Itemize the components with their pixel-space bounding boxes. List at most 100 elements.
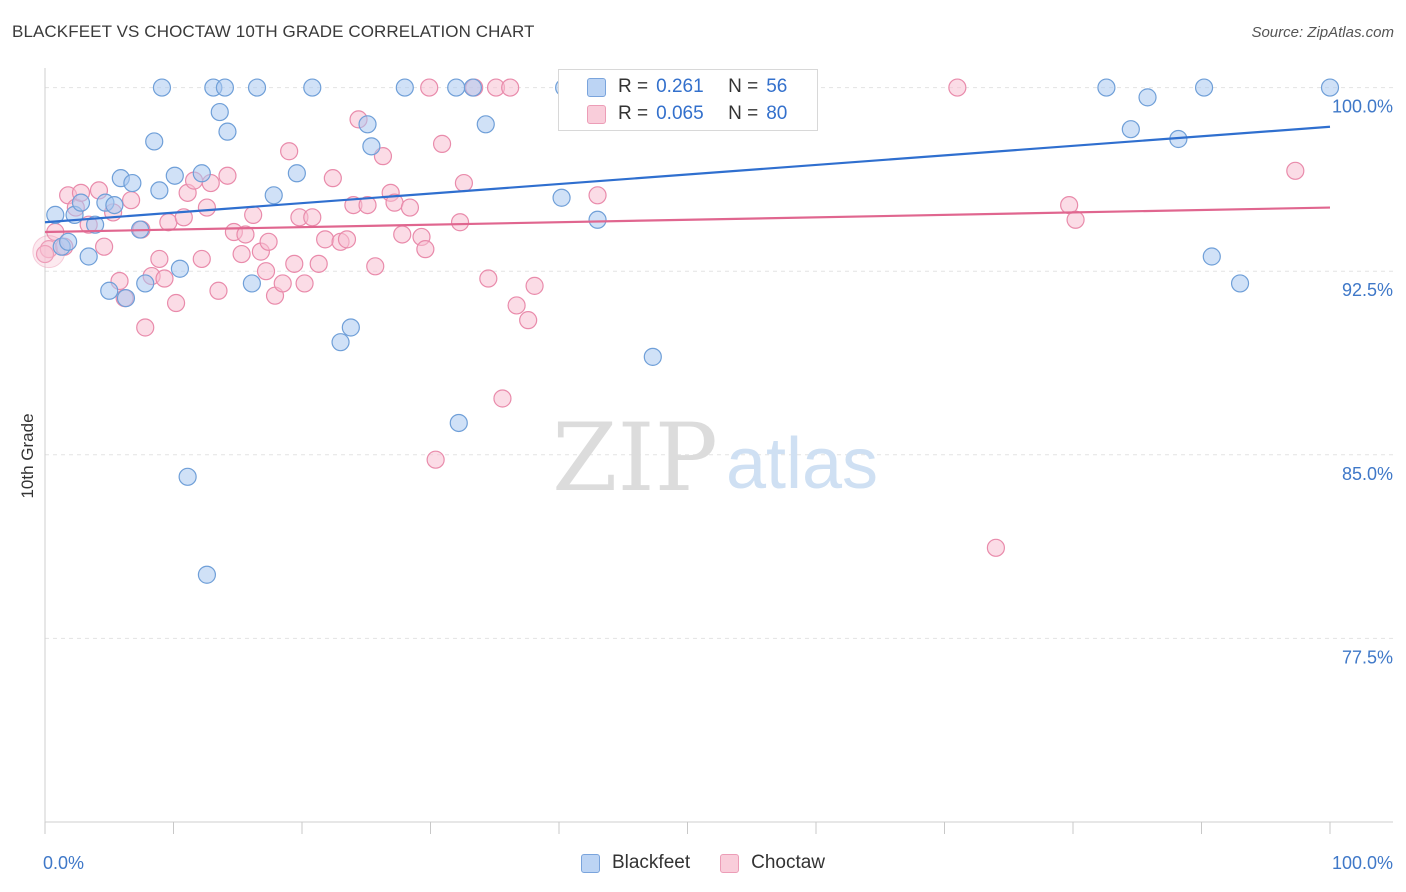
legend-row-blackfeet: R = 0.261 N = 56: [559, 74, 787, 100]
r-label: R =: [618, 76, 649, 97]
x-tick-labels: 0.0% 100.0%: [43, 853, 1393, 873]
watermark-zip: ZIP: [552, 404, 718, 513]
choctaw-point: [400, 198, 420, 217]
choctaw-point: [209, 281, 228, 300]
blackfeet-point: [1230, 274, 1250, 293]
blackfeet-point: [303, 78, 322, 97]
choctaw-point: [1286, 161, 1305, 180]
choctaw-point: [366, 257, 385, 276]
choctaw-point: [159, 213, 178, 232]
blackfeet-point: [192, 164, 211, 183]
choctaw-point: [218, 166, 237, 185]
choctaw-point: [1066, 210, 1085, 229]
chart-title: BLACKFEET VS CHOCTAW 10TH GRADE CORRELAT…: [12, 22, 535, 41]
blackfeet-point: [1320, 78, 1340, 97]
x-tick-label: 0.0%: [43, 853, 84, 873]
blackfeet-points: [46, 78, 1340, 584]
choctaw-point: [303, 208, 322, 227]
y-tick-labels: 77.5% 85.0% 92.5% 100.0%: [1332, 97, 1393, 668]
choctaw-point: [273, 274, 292, 293]
legend-label-choctaw: Choctaw: [751, 852, 826, 873]
choctaw-swatch: [720, 853, 740, 873]
blackfeet-point: [116, 289, 136, 308]
choctaw-point: [316, 230, 335, 249]
choctaw-point: [432, 134, 452, 153]
blackfeet-point: [1194, 78, 1214, 97]
legend-item-blackfeet[interactable]: Blackfeet: [580, 852, 691, 874]
blackfeet-point: [152, 78, 172, 97]
choctaw-point: [236, 225, 255, 244]
n-label: N =: [728, 76, 759, 97]
choctaw-point: [192, 249, 211, 269]
axes: [44, 68, 1393, 834]
choctaw-point: [948, 78, 967, 97]
blackfeet-point: [46, 205, 65, 224]
choctaw-swatch: [587, 104, 606, 124]
blackfeet-point: [71, 193, 91, 212]
blackfeet-point: [100, 281, 119, 300]
choctaw-point: [155, 269, 174, 288]
choctaw-point: [519, 311, 538, 330]
blackfeet-point: [215, 78, 234, 97]
r-value: 0.261: [656, 76, 704, 97]
choctaw-point: [479, 269, 498, 288]
blackfeet-point: [59, 232, 78, 251]
blackfeet-trend-line: [44, 125, 1331, 224]
choctaw-point: [197, 198, 217, 217]
blackfeet-point: [331, 333, 350, 352]
y-axis-label: 10th Grade: [18, 413, 37, 499]
choctaw-point: [337, 230, 357, 249]
choctaw-point: [426, 450, 445, 469]
choctaw-point: [420, 78, 439, 97]
r-label: R =: [618, 103, 649, 124]
choctaw-point: [323, 169, 342, 188]
blackfeet-point: [210, 102, 229, 122]
blackfeet-point: [197, 565, 217, 584]
choctaw-point: [280, 142, 299, 161]
choctaw-point: [525, 276, 544, 295]
blackfeet-point: [449, 413, 468, 433]
legend-label-blackfeet: Blackfeet: [611, 852, 691, 873]
blackfeet-point: [1121, 120, 1140, 139]
blackfeet-point: [178, 467, 197, 486]
blackfeet-point: [170, 259, 190, 278]
y-tick-label: 92.5%: [1342, 280, 1393, 300]
correlation-legend: R = 0.261 N = 56 R = 0.065 N = 80: [558, 69, 818, 131]
n-value: 56: [766, 76, 788, 97]
choctaw-point: [501, 78, 520, 97]
blackfeet-point: [395, 78, 414, 97]
choctaw-point: [35, 244, 55, 264]
choctaw-point: [136, 318, 155, 337]
blackfeet-point: [287, 164, 306, 183]
choctaw-point: [507, 296, 526, 315]
series-legend: Blackfeet Choctaw: [0, 852, 1406, 874]
x-tick-label: 100.0%: [1332, 853, 1393, 873]
choctaw-point: [373, 147, 393, 166]
choctaw-point: [95, 237, 114, 256]
y-tick-label: 77.5%: [1342, 647, 1393, 667]
blackfeet-point: [588, 210, 607, 229]
source-label: Source: ZipAtlas.com: [1251, 24, 1394, 41]
choctaw-point: [454, 173, 474, 193]
choctaw-point: [285, 254, 304, 273]
choctaw-point: [244, 205, 263, 224]
blackfeet-point: [165, 166, 184, 185]
blackfeet-point: [643, 347, 662, 366]
choctaw-point: [259, 232, 278, 251]
r-value: 0.065: [656, 103, 704, 124]
choctaw-point: [295, 274, 314, 293]
choctaw-point: [493, 389, 512, 408]
blackfeet-swatch: [580, 853, 600, 873]
legend-row-choctaw: R = 0.065 N = 80: [559, 101, 787, 127]
watermark-atlas: atlas: [726, 424, 878, 504]
blackfeet-point: [552, 188, 571, 207]
blackfeet-point: [264, 186, 283, 205]
legend-item-choctaw[interactable]: Choctaw: [720, 852, 825, 874]
blackfeet-point: [341, 318, 360, 337]
watermark: ZIP atlas: [552, 404, 878, 513]
blackfeet-point: [476, 115, 495, 134]
blackfeet-point: [123, 173, 142, 193]
choctaw-point: [450, 213, 470, 232]
choctaw-trend-line: [44, 206, 1331, 234]
